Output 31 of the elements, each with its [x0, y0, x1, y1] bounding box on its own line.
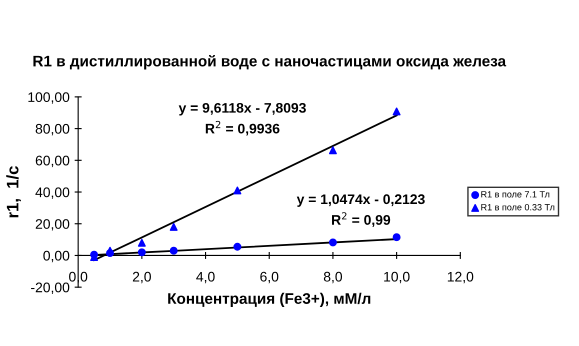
point — [233, 242, 242, 251]
x-tick-label: 4,0 — [196, 272, 215, 284]
x-tick-label: 10,0 — [384, 272, 410, 284]
y-tick-label: 60,00 — [36, 156, 70, 168]
y-tick-label: 80,00 — [36, 124, 70, 136]
x-tick-label: 2,0 — [132, 272, 151, 284]
legend-label: R1 в поле 0.33 Тл — [481, 204, 554, 210]
point — [392, 233, 401, 242]
chart-title: R1 в дистиллированной воде с наночастицами оксида железа — [33, 54, 506, 70]
y-tick-label: 20,00 — [36, 219, 70, 231]
annotation: y = 9,6118x - 7,8093 R$^{2}$ = 0,9936 — [178, 102, 306, 136]
y-tick-label: 100,00 — [28, 92, 70, 104]
x-tick-label: 6,0 — [260, 272, 278, 284]
x-tick-label: 8,0 — [324, 272, 342, 284]
x-tick-label: 12,0 — [448, 272, 474, 284]
y-tick-label: -20,00 — [31, 282, 70, 294]
point — [138, 248, 146, 256]
point — [328, 146, 337, 154]
point — [138, 238, 146, 247]
y-tick-label: 0,00 — [43, 250, 70, 262]
point — [328, 238, 337, 246]
point — [392, 108, 401, 116]
legend-label: R1 в поле 7.1 Тл — [481, 191, 550, 198]
x-axis-title: Концентрация (Fe3+), мМ/л — [168, 292, 370, 307]
annotation: y = 1,0474x - 0,2123 R$^{2}$ = 0,99 — [296, 194, 425, 227]
point — [233, 186, 242, 194]
y-axis-title: r1, 1/c — [6, 166, 21, 218]
point — [170, 222, 178, 231]
point — [170, 246, 178, 255]
point — [106, 246, 114, 255]
y-tick-label: 40,00 — [35, 187, 70, 199]
